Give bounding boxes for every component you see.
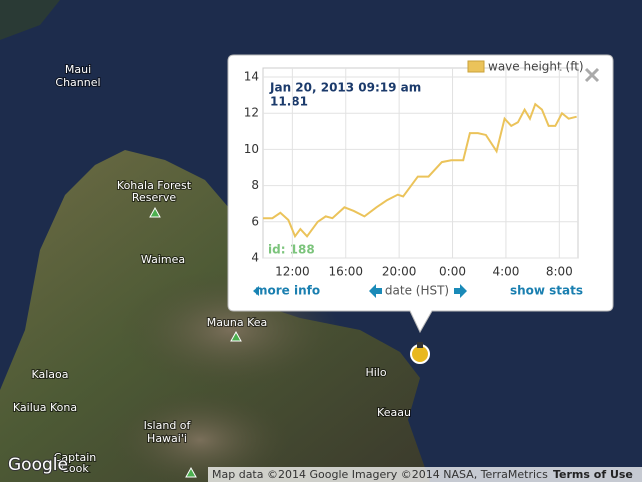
park-icon <box>230 330 242 342</box>
y-tick-label: 6 <box>251 214 259 228</box>
map-label: Captain <box>54 451 97 464</box>
y-tick-label: 12 <box>244 106 259 120</box>
map-label: Waimea <box>141 253 185 266</box>
y-tick-label: 4 <box>251 251 259 265</box>
id-label: id: 188 <box>268 243 315 257</box>
buoy-marker[interactable] <box>410 342 430 364</box>
prev-button[interactable] <box>369 284 382 298</box>
map-label: Island of <box>144 419 192 432</box>
park-icon <box>149 206 161 218</box>
terms-link[interactable]: Terms of Use <box>553 468 633 481</box>
map-label: Hilo <box>365 366 386 379</box>
y-tick-label: 8 <box>251 178 259 192</box>
map-label: Maui <box>65 63 91 76</box>
plot: 4 6 8 10 12 14 12:00 16:00 20:00 0:00 4:00 8:00 <box>244 60 578 279</box>
x-axis-label: date (HST) <box>385 284 449 298</box>
google-logo[interactable]: Google <box>7 454 69 476</box>
show-stats-link[interactable]: show stats <box>510 284 583 298</box>
map-label: Channel <box>55 76 100 89</box>
x-tick-label: 20:00 <box>382 265 417 279</box>
park-icon <box>185 466 197 478</box>
map-label: Keaau <box>377 406 411 419</box>
terrain <box>110 390 290 482</box>
y-tick-label: 10 <box>244 142 259 156</box>
x-tick-label: 0:00 <box>439 265 466 279</box>
y-tick-label: 14 <box>244 70 259 84</box>
tooltip-date: Jan 20, 2013 09:19 am <box>269 81 421 95</box>
x-tick-label: 8:00 <box>546 265 573 279</box>
tooltip-value: 11.81 <box>270 95 308 109</box>
map-label: Cook <box>61 462 89 475</box>
land <box>0 0 60 40</box>
x-tick-label: 16:00 <box>328 265 363 279</box>
x-tick-label: 12:00 <box>275 265 310 279</box>
popup: more info date (HST) show stats Jan 20, … <box>227 54 614 334</box>
attribution-bar <box>208 467 642 482</box>
data-line <box>263 102 577 239</box>
more-info-link[interactable]: more info <box>255 284 320 298</box>
map-label: Kalaoa <box>31 368 68 381</box>
map-label: Kohala Forest <box>117 179 192 192</box>
attribution: Map data ©2014 Google Imagery ©2014 NASA… <box>212 468 548 481</box>
map-label: Mauna Kea <box>207 316 268 329</box>
legend-swatch <box>467 60 485 73</box>
legend-label: wave height (ft) <box>488 60 584 74</box>
map-label: Hawai'i <box>147 432 187 445</box>
map-label: Kailua Kona <box>13 401 77 414</box>
arrow-icon <box>253 286 259 296</box>
map-label: Reserve <box>132 191 176 204</box>
next-button[interactable] <box>454 284 467 298</box>
x-tick-label: 4:00 <box>492 265 519 279</box>
close-button[interactable] <box>584 67 600 83</box>
